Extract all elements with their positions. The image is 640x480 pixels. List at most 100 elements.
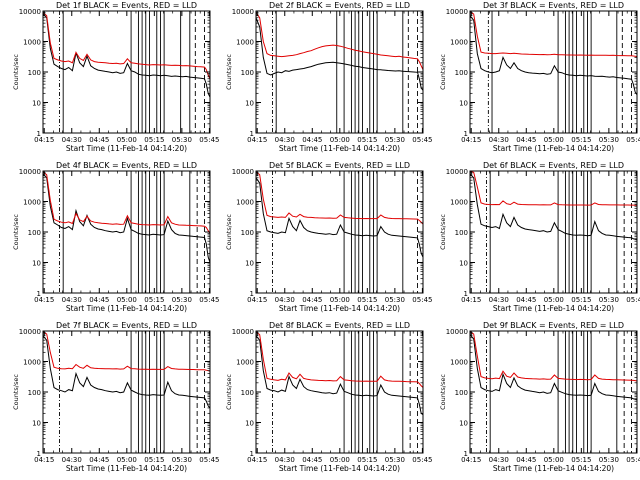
- x-tick-label: 04:15: [34, 456, 54, 464]
- y-tick-label: 10: [245, 260, 254, 268]
- series-line-events: [469, 173, 638, 241]
- y-tick-label: 1: [250, 450, 254, 458]
- x-tick-label: 05:45: [199, 456, 219, 464]
- y-tick-label: 1: [250, 290, 254, 298]
- x-tick-label: 05:15: [571, 136, 591, 144]
- x-tick-label: 04:15: [461, 296, 481, 304]
- series-line-events: [255, 177, 424, 258]
- x-tick-label: 05:00: [544, 296, 564, 304]
- y-tick-label: 1000: [23, 39, 41, 47]
- x-tick-label: 05:00: [117, 136, 137, 144]
- x-tick-label: 04:30: [62, 136, 82, 144]
- y-tick-label: 10000: [446, 328, 468, 336]
- y-tick-label: 10: [32, 100, 41, 108]
- x-tick-label: 05:45: [412, 136, 432, 144]
- y-tick-label: 10: [245, 420, 254, 428]
- panel-2: Det 2f BLACK = Events, RED = LLD 1 10 100 10…: [225, 1, 432, 153]
- x-axis-label: Start Time (11-Feb-14 04:14:20): [66, 464, 187, 473]
- y-tick-label: 1: [464, 290, 468, 298]
- series-line-lld: [469, 11, 638, 58]
- x-tick-label: 05:15: [144, 456, 164, 464]
- x-tick-label: 04:15: [461, 456, 481, 464]
- x-tick-label: 05:45: [412, 456, 432, 464]
- panel-title: Det 2f BLACK = Events, RED = LLD: [269, 1, 410, 10]
- x-axis-label: Start Time (11-Feb-14 04:14:20): [66, 304, 187, 313]
- series-line-lld: [469, 331, 638, 382]
- x-tick-label: 05:45: [199, 136, 219, 144]
- series-line-lld: [42, 171, 211, 234]
- x-tick-label: 05:00: [544, 136, 564, 144]
- x-tick-label: 04:45: [302, 296, 322, 304]
- x-tick-label: 05:15: [357, 456, 377, 464]
- y-tick-label: 10000: [232, 168, 254, 176]
- x-tick-label: 04:15: [247, 136, 267, 144]
- x-tick-label: 04:30: [275, 136, 295, 144]
- series-line-lld: [255, 171, 424, 225]
- x-tick-label: 04:15: [247, 296, 267, 304]
- x-tick-label: 05:15: [571, 296, 591, 304]
- series-line-events: [255, 17, 424, 91]
- y-tick-label: 10000: [232, 8, 254, 16]
- panel-7: Det 7f BLACK = Events, RED = LLD 1 10 100 10…: [12, 321, 219, 473]
- x-tick-label: 05:15: [144, 296, 164, 304]
- x-tick-label: 05:30: [599, 296, 619, 304]
- x-tick-label: 05:45: [626, 136, 640, 144]
- y-tick-label: 1: [37, 130, 41, 138]
- y-tick-label: 1000: [236, 39, 254, 47]
- y-tick-label: 1000: [23, 359, 41, 367]
- x-tick-label: 05:30: [599, 136, 619, 144]
- x-axis-label: Start Time (11-Feb-14 04:14:20): [279, 144, 400, 153]
- series-line-events: [469, 334, 638, 401]
- panel-1: Det 1f BLACK = Events, RED = LLD 1 10 100 10…: [12, 1, 219, 153]
- panel-title: Det 8f BLACK = Events, RED = LLD: [269, 321, 410, 330]
- x-axis-label: Start Time (11-Feb-14 04:14:20): [66, 144, 187, 153]
- y-tick-label: 10: [459, 260, 468, 268]
- y-tick-label: 1000: [23, 199, 41, 207]
- y-tick-label: 1000: [450, 199, 468, 207]
- y-tick-label: 10000: [446, 168, 468, 176]
- x-axis-label: Start Time (11-Feb-14 04:14:20): [279, 464, 400, 473]
- y-tick-label: 100: [241, 69, 254, 77]
- y-tick-label: 10: [32, 260, 41, 268]
- series-line-lld: [469, 170, 638, 206]
- series-line-events: [255, 335, 424, 416]
- series-line-events: [469, 15, 638, 95]
- x-tick-label: 04:30: [489, 296, 509, 304]
- y-tick-label: 1: [464, 450, 468, 458]
- x-tick-label: 05:00: [544, 456, 564, 464]
- y-tick-label: 10000: [446, 8, 468, 16]
- y-axis-label: Counts/sec: [439, 54, 447, 90]
- y-axis-label: Counts/sec: [439, 214, 447, 250]
- x-tick-label: 05:45: [412, 296, 432, 304]
- x-tick-label: 05:15: [571, 456, 591, 464]
- y-axis-label: Counts/sec: [12, 374, 20, 410]
- x-tick-label: 05:45: [199, 296, 219, 304]
- panel-9: Det 9f BLACK = Events, RED = LLD 1 10 100 10…: [439, 321, 640, 473]
- y-tick-label: 100: [241, 229, 254, 237]
- panel-5: Det 5f BLACK = Events, RED = LLD 1 10 100 10…: [225, 161, 432, 313]
- y-axis-label: Counts/sec: [439, 374, 447, 410]
- x-tick-label: 04:45: [302, 136, 322, 144]
- y-tick-label: 100: [28, 389, 41, 397]
- y-tick-label: 100: [455, 229, 468, 237]
- x-tick-label: 05:30: [172, 456, 192, 464]
- x-tick-label: 04:45: [302, 456, 322, 464]
- plot-frame: [42, 170, 211, 294]
- y-tick-label: 1000: [236, 199, 254, 207]
- x-tick-label: 04:30: [275, 456, 295, 464]
- y-tick-label: 100: [455, 389, 468, 397]
- y-axis-label: Counts/sec: [225, 54, 233, 90]
- x-tick-label: 05:15: [357, 296, 377, 304]
- plot-frame: [469, 170, 638, 294]
- x-tick-label: 05:30: [385, 136, 405, 144]
- x-tick-label: 04:45: [516, 296, 536, 304]
- series-line-lld: [42, 331, 211, 372]
- y-tick-label: 1000: [450, 39, 468, 47]
- panel-title: Det 7f BLACK = Events, RED = LLD: [56, 321, 197, 330]
- x-tick-label: 04:15: [34, 296, 54, 304]
- y-tick-label: 100: [241, 389, 254, 397]
- y-tick-label: 1: [464, 130, 468, 138]
- plot-frame: [469, 330, 638, 454]
- plot-frame: [42, 330, 211, 454]
